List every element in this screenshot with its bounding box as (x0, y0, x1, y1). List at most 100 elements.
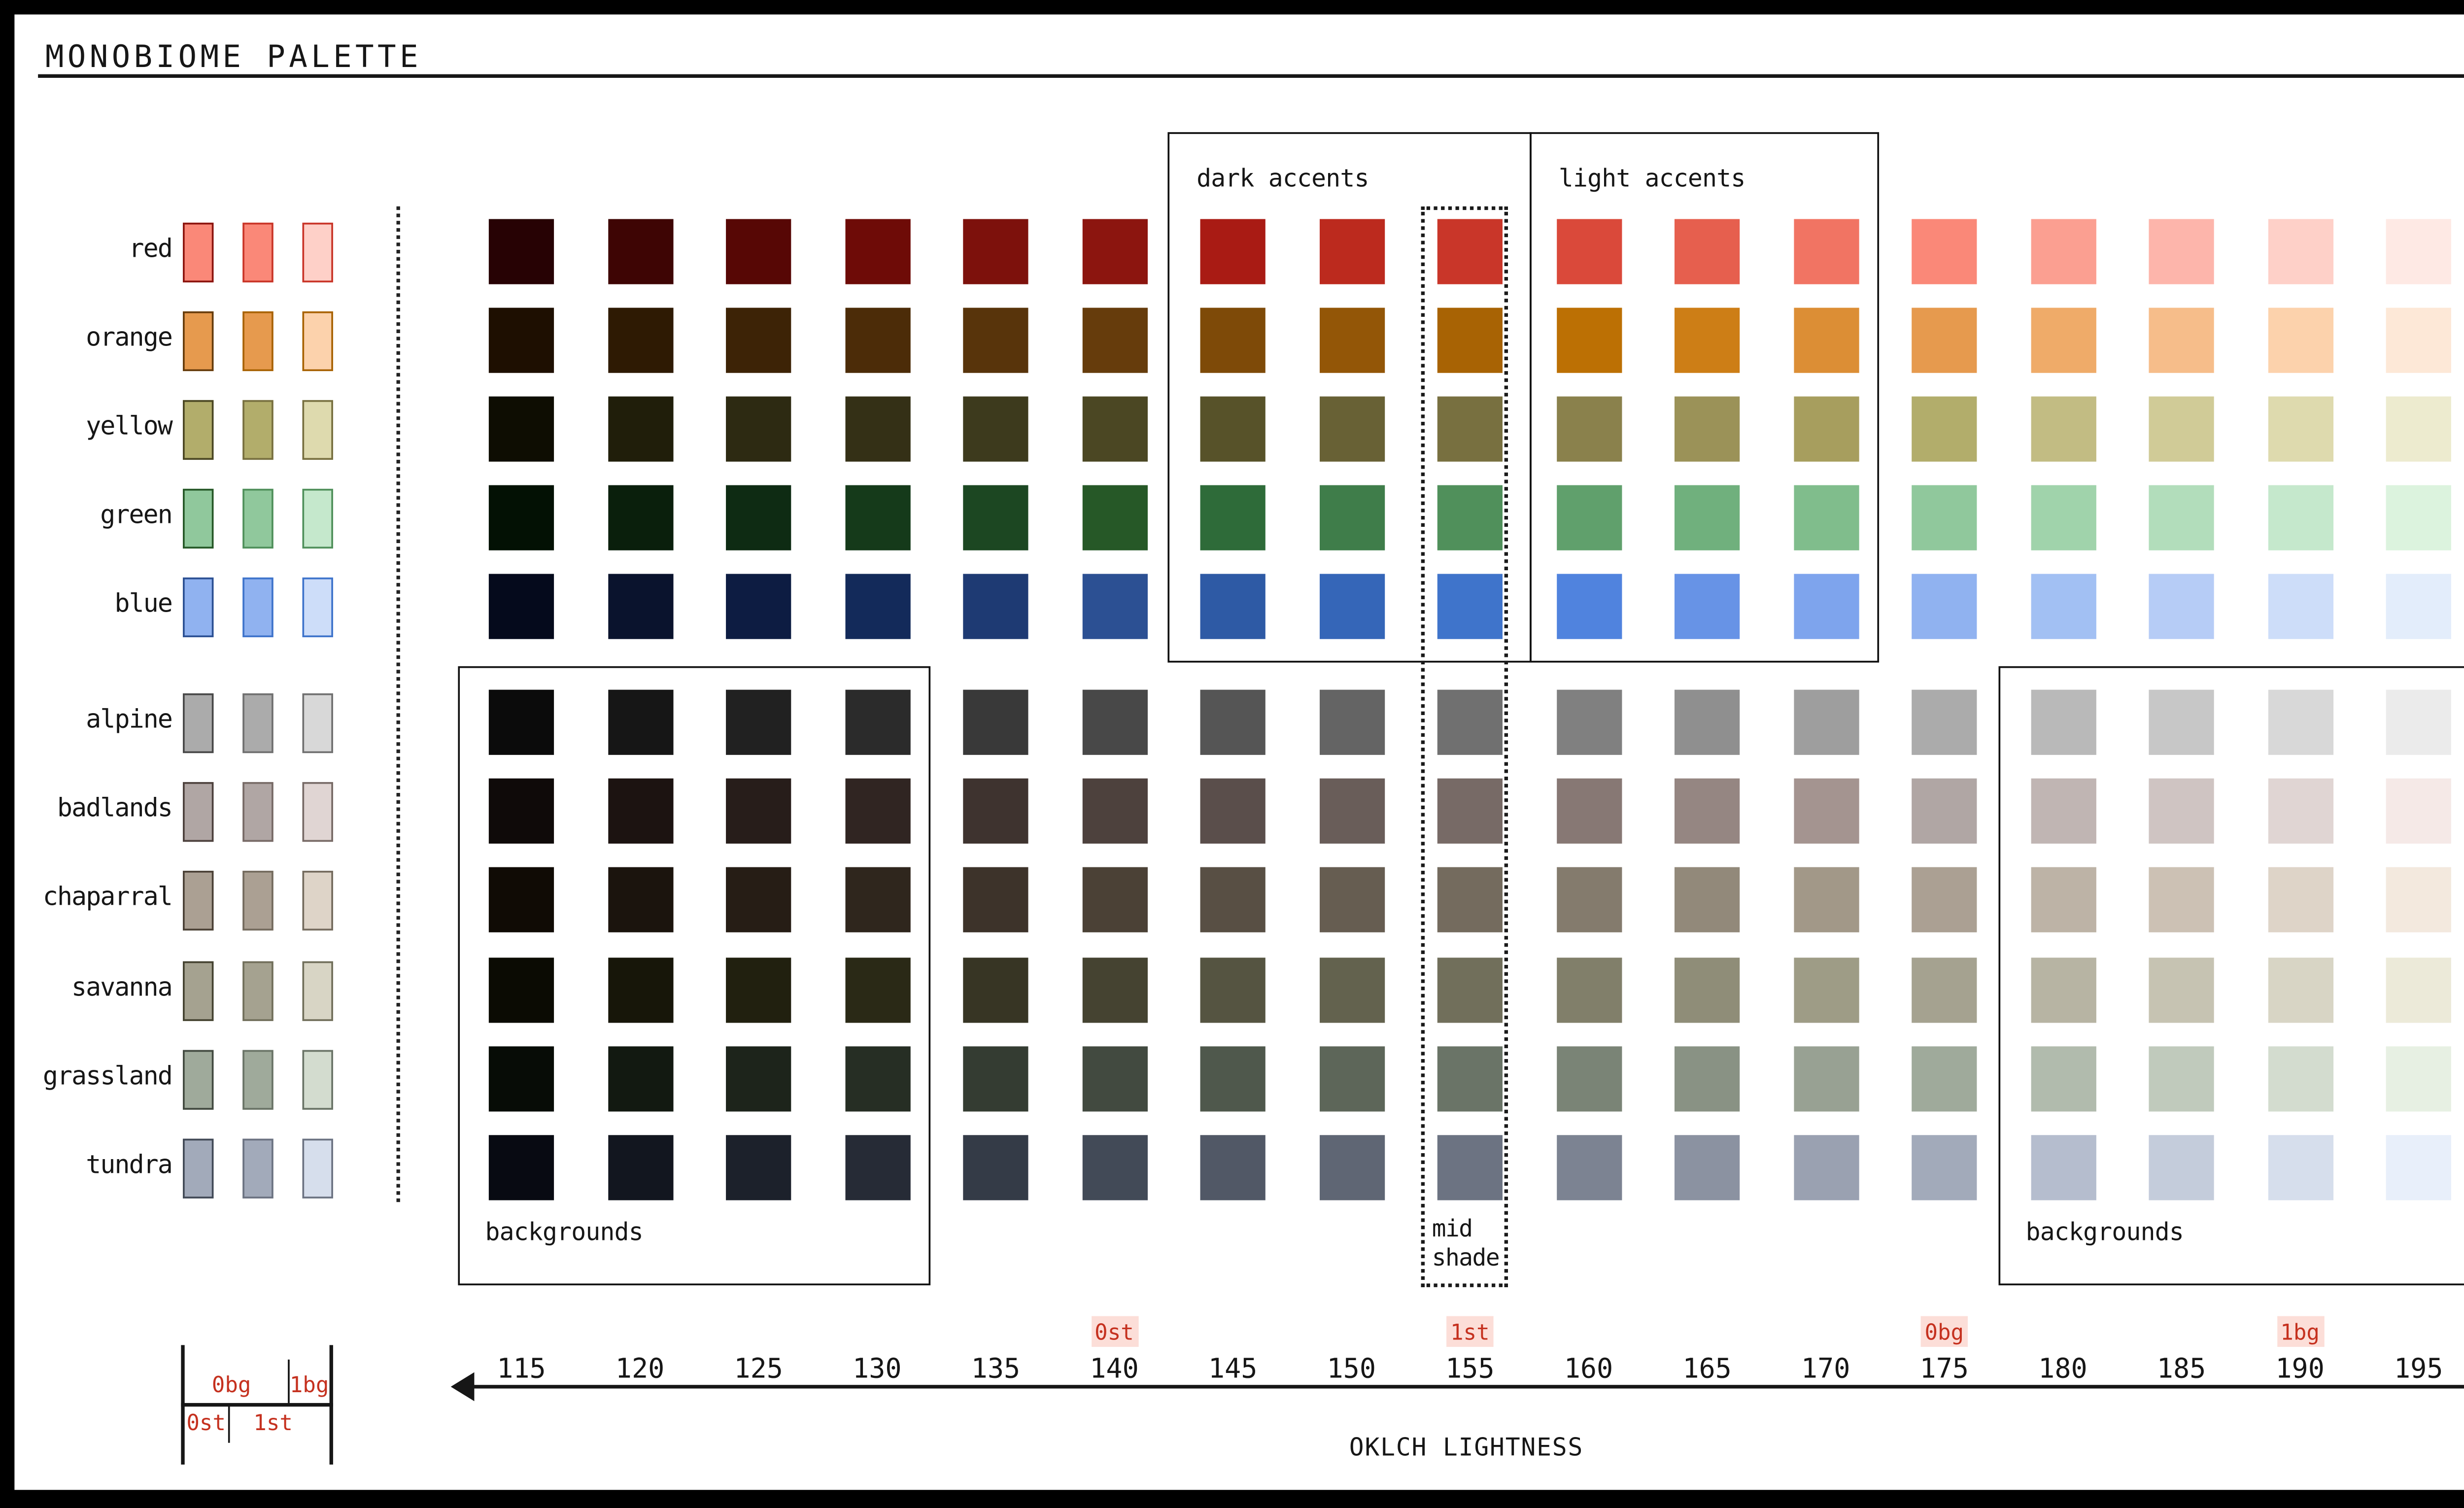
swatch-blue-190 (2267, 574, 2333, 639)
swatch-badlands-195 (2386, 778, 2451, 844)
swatch-badlands-150 (1319, 778, 1384, 844)
legend-0bg-label: 0bg (211, 1372, 251, 1398)
axis-tick-160: 160 (1564, 1352, 1613, 1385)
swatch-alpine-145 (1200, 689, 1266, 755)
swatch-yellow-120 (607, 396, 673, 462)
swatch-red-160 (1556, 219, 1621, 284)
swatch-alpine-135 (963, 689, 1028, 755)
swatch-orange-150 (1319, 308, 1384, 373)
swatch-blue-175 (1912, 574, 1977, 639)
swatch-grassland-150 (1319, 1046, 1384, 1112)
swatch-chaparral-155 (1437, 867, 1503, 932)
mini-swatch-orange-2 (302, 310, 333, 371)
swatch-blue-145 (1200, 574, 1266, 639)
swatch-chaparral-125 (726, 867, 791, 932)
swatch-badlands-155 (1437, 778, 1503, 844)
swatch-savanna-190 (2267, 958, 2333, 1023)
swatch-orange-140 (1081, 308, 1147, 373)
swatch-savanna-120 (607, 958, 673, 1023)
swatch-alpine-120 (607, 689, 673, 755)
swatch-blue-115 (488, 574, 554, 639)
mini-swatch-orange-0 (183, 310, 214, 371)
swatch-grassland-140 (1081, 1046, 1147, 1112)
axis-tick-145: 145 (1208, 1352, 1258, 1385)
swatch-chaparral-140 (1081, 867, 1147, 932)
swatch-chaparral-185 (2149, 867, 2214, 932)
swatch-yellow-165 (1674, 396, 1740, 462)
swatch-yellow-185 (2149, 396, 2214, 462)
swatch-savanna-155 (1437, 958, 1503, 1023)
swatch-red-130 (844, 219, 910, 284)
mini-swatch-green-1 (242, 487, 274, 548)
token-chip-0st: 0st (1091, 1316, 1138, 1347)
page-title: MONOBIOME PALETTE (45, 39, 422, 76)
swatch-blue-165 (1674, 574, 1740, 639)
mid-shade-label-line1: mid (1432, 1216, 1473, 1244)
swatch-alpine-115 (488, 689, 554, 755)
swatch-grassland-170 (1793, 1046, 1858, 1112)
row-label-savanna: savanna (71, 974, 173, 1003)
swatch-red-150 (1319, 219, 1384, 284)
row-label-yellow: yellow (86, 412, 173, 442)
swatch-savanna-180 (2030, 958, 2096, 1023)
swatch-red-180 (2030, 219, 2096, 284)
axis-tick-195: 195 (2394, 1352, 2443, 1385)
legend-lower-tick (227, 1405, 230, 1443)
swatch-green-160 (1556, 485, 1621, 550)
swatch-yellow-135 (963, 396, 1028, 462)
swatch-green-190 (2267, 485, 2333, 550)
swatch-tundra-180 (2030, 1135, 2096, 1200)
swatch-grassland-130 (844, 1046, 910, 1112)
token-chip-0bg: 0bg (1920, 1316, 1968, 1347)
row-label-green: green (100, 501, 173, 531)
swatch-tundra-165 (1674, 1135, 1740, 1200)
axis-tick-190: 190 (2275, 1352, 2325, 1385)
swatch-badlands-120 (607, 778, 673, 844)
swatch-badlands-130 (844, 778, 910, 844)
swatch-tundra-150 (1319, 1135, 1384, 1200)
swatch-alpine-140 (1081, 689, 1147, 755)
swatch-chaparral-170 (1793, 867, 1858, 932)
legend-upper-tick (287, 1359, 290, 1403)
swatch-red-195 (2386, 219, 2451, 284)
swatch-red-175 (1912, 219, 1977, 284)
swatch-badlands-125 (726, 778, 791, 844)
mid-shade-label-line2: shade (1432, 1245, 1500, 1273)
mini-swatch-blue-0 (183, 576, 214, 637)
mini-swatch-badlands-1 (242, 781, 274, 841)
swatch-orange-170 (1793, 308, 1858, 373)
swatch-blue-195 (2386, 574, 2451, 639)
swatch-savanna-135 (963, 958, 1028, 1023)
swatch-orange-195 (2386, 308, 2451, 373)
swatch-green-195 (2386, 485, 2451, 550)
swatch-red-125 (726, 219, 791, 284)
mini-swatch-alpine-1 (242, 692, 274, 753)
swatch-orange-190 (2267, 308, 2333, 373)
swatch-blue-160 (1556, 574, 1621, 639)
mini-swatch-yellow-2 (302, 399, 333, 459)
swatch-tundra-120 (607, 1135, 673, 1200)
swatch-green-155 (1437, 485, 1503, 550)
swatch-red-185 (2149, 219, 2214, 284)
swatch-badlands-135 (963, 778, 1028, 844)
header-rule (38, 74, 2464, 77)
swatch-chaparral-195 (2386, 867, 2451, 932)
swatch-tundra-130 (844, 1135, 910, 1200)
axis-tick-165: 165 (1682, 1352, 1732, 1385)
swatch-alpine-180 (2030, 689, 2096, 755)
mini-swatch-green-0 (183, 487, 214, 548)
swatch-orange-160 (1556, 308, 1621, 373)
swatch-alpine-150 (1319, 689, 1384, 755)
swatch-green-130 (844, 485, 910, 550)
swatch-orange-120 (607, 308, 673, 373)
swatch-green-185 (2149, 485, 2214, 550)
swatch-chaparral-150 (1319, 867, 1384, 932)
swatch-tundra-160 (1556, 1135, 1621, 1200)
swatch-savanna-175 (1912, 958, 1977, 1023)
swatch-savanna-125 (726, 958, 791, 1023)
swatch-alpine-185 (2149, 689, 2214, 755)
swatch-tundra-140 (1081, 1135, 1147, 1200)
mini-swatch-grassland-2 (302, 1049, 333, 1109)
